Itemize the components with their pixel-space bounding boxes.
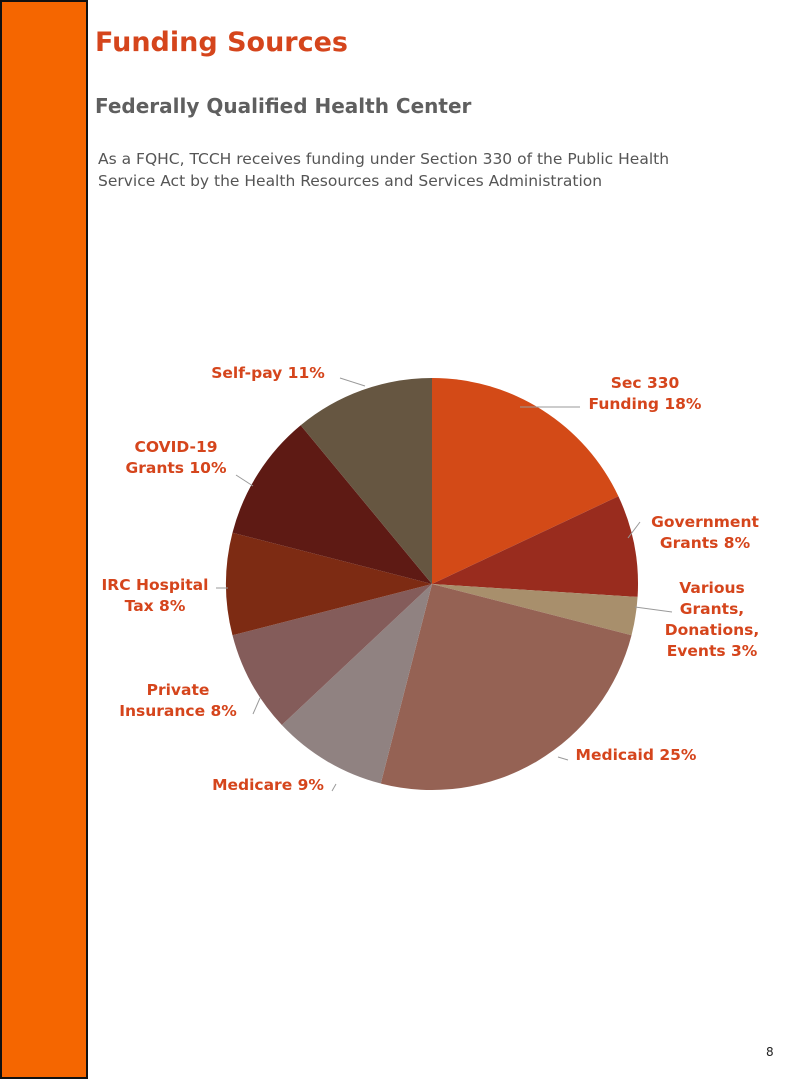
- slice-label-line: Grants,: [680, 600, 744, 618]
- pie-slice-sec-330-funding: [432, 378, 619, 584]
- slice-label-line: Self-pay 11%: [211, 364, 325, 382]
- slice-label-line: COVID-19: [134, 438, 217, 456]
- slice-label: COVID-19 Grants 10%: [126, 438, 227, 477]
- slice-label-line: Various: [679, 579, 744, 597]
- slice-label-line: Grants 10%: [126, 459, 227, 477]
- slice-label-line: Medicaid 25%: [576, 746, 697, 764]
- leader-line: [634, 606, 673, 613]
- pie-slice-private-insurance: [232, 584, 432, 726]
- slice-label: Medicaid 25%: [576, 746, 697, 764]
- intro-line: Service Act by the Health Resources and …: [98, 172, 603, 190]
- page-subtitle: Federally Qualified Health Center: [95, 94, 472, 118]
- orange-sidebar-bar: [0, 0, 88, 1079]
- leader-lines: [216, 377, 673, 792]
- leader-line: [331, 783, 337, 792]
- pie-slice-government-grants: [432, 496, 639, 597]
- pie-slices: [226, 378, 639, 790]
- pie-slice-covid-19-grants: [232, 425, 432, 584]
- pie-slice-various-grants-donations-events: [432, 584, 638, 636]
- page-number: 8: [766, 1045, 774, 1059]
- slice-label: Sec 330 Funding 18%: [589, 374, 702, 413]
- leader-line: [339, 377, 366, 387]
- slice-label-line: Insurance 8%: [119, 702, 237, 720]
- slice-label-line: Tax 8%: [125, 597, 186, 615]
- slice-label: Self-pay 11%: [211, 364, 325, 382]
- pie-slice-medicare: [281, 584, 432, 784]
- slice-label-line: Events 3%: [667, 642, 758, 660]
- leader-line: [235, 474, 254, 487]
- pie-slice-medicaid: [380, 584, 632, 790]
- page-title: Funding Sources: [95, 27, 348, 58]
- slice-label-line: IRC Hospital: [102, 576, 209, 594]
- slice-label-line: Donations,: [665, 621, 760, 639]
- intro-paragraph: As a FQHC, TCCH receives funding under S…: [98, 148, 778, 192]
- leader-line: [557, 756, 569, 761]
- slice-label: Medicare 9%: [212, 776, 324, 794]
- slice-labels: Sec 330 Funding 18% Government Grants 8% Var…: [102, 364, 760, 794]
- slice-label-line: Grants 8%: [660, 534, 751, 552]
- slice-label-line: Private: [147, 681, 210, 699]
- slice-label: Government Grants 8%: [651, 513, 759, 552]
- pie-slice-self-pay: [300, 378, 432, 584]
- pie-slice-irc-hospital-tax: [226, 532, 432, 636]
- slice-label: Private Insurance 8%: [119, 681, 237, 720]
- leader-line: [252, 697, 261, 715]
- slice-label: IRC Hospital Tax 8%: [102, 576, 209, 615]
- leader-line: [627, 521, 641, 539]
- intro-line: As a FQHC, TCCH receives funding under S…: [98, 150, 670, 168]
- slice-label-line: Government: [651, 513, 759, 531]
- slice-label-line: Sec 330: [611, 374, 680, 392]
- slice-label-line: Funding 18%: [589, 395, 702, 413]
- slice-label-line: Medicare 9%: [212, 776, 324, 794]
- slice-label: Various Grants, Donations, Events 3%: [665, 579, 760, 660]
